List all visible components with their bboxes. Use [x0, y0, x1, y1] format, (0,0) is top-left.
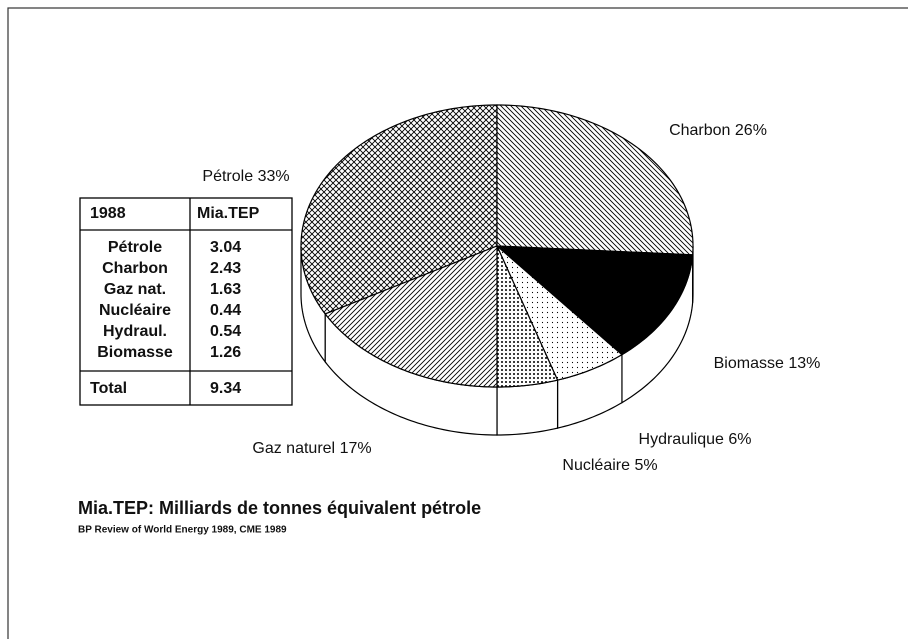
- data-table: 1988 Mia.TEP Pétrole 3.04 Charbon 2.43 Gaz nat…: [79, 197, 293, 406]
- table-cell: Hydraul.: [103, 323, 167, 340]
- table-cell: Gaz nat.: [104, 281, 166, 298]
- table-total: Total: [90, 380, 127, 397]
- footnote: Mia.TEP: Milliards de tonnes équivalent …: [78, 498, 481, 518]
- pie-side: [496, 379, 559, 436]
- slice-value: 17%: [340, 440, 372, 457]
- table-cell: 1.26: [210, 344, 241, 361]
- table-cell: 2.43: [210, 260, 241, 277]
- slice-label: Pétrole 33%: [202, 168, 289, 185]
- slice-value: 33%: [258, 168, 290, 185]
- slice-label: Charbon 26%: [669, 122, 767, 139]
- table-cell: 0.44: [210, 302, 241, 319]
- table-cell: 3.04: [210, 239, 241, 256]
- slice-value: 26%: [735, 122, 767, 139]
- table-cell: 1.63: [210, 281, 241, 298]
- slice-label: Biomasse 13%: [714, 355, 821, 372]
- slice-value: 6%: [728, 431, 751, 448]
- slice-name: Pétrole: [202, 168, 253, 185]
- table-cell: 0.54: [210, 323, 241, 340]
- slice-name: Hydraulique: [639, 431, 724, 448]
- slice-label: Hydraulique 6%: [639, 431, 752, 448]
- pie-slice: [496, 104, 694, 256]
- table-total: 9.34: [210, 380, 241, 397]
- frame: [7, 7, 908, 639]
- pie-slice: [496, 245, 623, 381]
- slice-label: Nucléaire 5%: [562, 457, 657, 474]
- pie-slice: [495, 245, 694, 356]
- source: BP Review of World Energy 1989, CME 1989: [78, 525, 287, 536]
- slice-value: 5%: [634, 457, 657, 474]
- table-cell: Pétrole: [108, 239, 162, 256]
- slice-name: Charbon: [669, 122, 730, 139]
- slice-value: 13%: [788, 355, 820, 372]
- pie-slice: [324, 245, 498, 388]
- table-header: Mia.TEP: [197, 205, 260, 222]
- pie: [300, 104, 694, 436]
- slice-name: Biomasse: [714, 355, 784, 372]
- table-header: 1988: [90, 205, 126, 222]
- slice-name: Nucléaire: [562, 457, 630, 474]
- table-cell: Nucléaire: [99, 302, 171, 319]
- table-cell: Charbon: [102, 260, 168, 277]
- table-cell: Biomasse: [97, 344, 173, 361]
- pie-slice: [300, 104, 498, 315]
- slice-label: Gaz naturel 17%: [252, 440, 371, 457]
- pie-slice: [496, 245, 559, 388]
- slice-name: Gaz naturel: [252, 440, 335, 457]
